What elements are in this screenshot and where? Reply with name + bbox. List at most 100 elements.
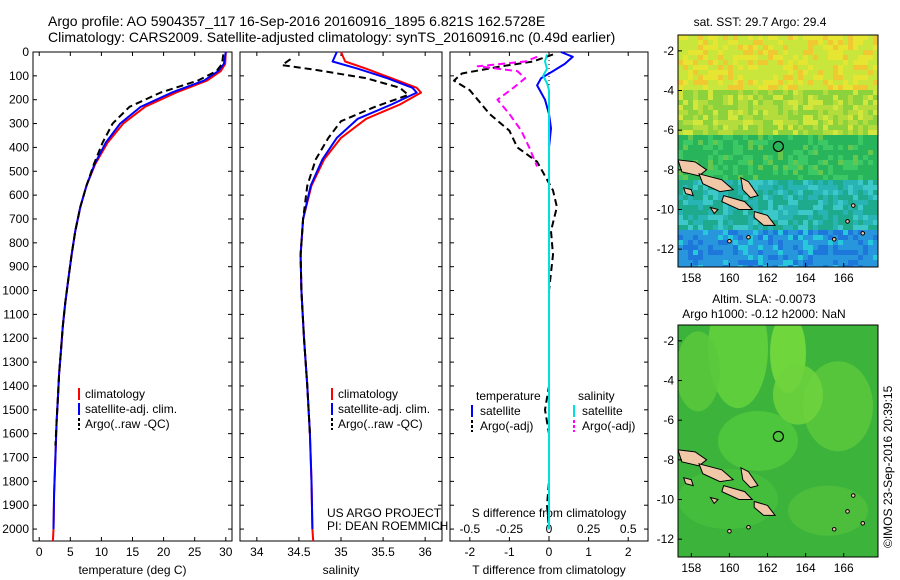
sst-cell — [823, 195, 828, 200]
sst-cell — [858, 85, 863, 90]
sst-cell — [818, 200, 823, 205]
sst-cell — [788, 105, 793, 110]
sst-cell — [803, 240, 808, 245]
sst-cell — [778, 85, 783, 90]
annotation: US ARGO PROJECT — [327, 506, 442, 520]
sst-cell — [758, 245, 763, 250]
sst-cell — [743, 130, 748, 135]
sst-cell — [853, 95, 858, 100]
sst-cell — [738, 255, 743, 260]
sst-cell — [793, 45, 798, 50]
sst-cell — [698, 150, 703, 155]
map-frame — [677, 324, 879, 558]
s-tick-label: -0.25 — [496, 522, 524, 536]
sst-cell — [738, 65, 743, 70]
sst-cell — [768, 180, 773, 185]
sst-cell — [828, 195, 833, 200]
sst-cell — [748, 45, 753, 50]
sst-cell — [833, 155, 838, 160]
sst-cell — [863, 85, 868, 90]
sst-cell — [723, 210, 728, 215]
sst-cell — [843, 255, 848, 260]
sst-cell — [703, 170, 708, 175]
sst-cell — [758, 255, 763, 260]
sst-cell — [718, 60, 723, 65]
sst-cell — [683, 60, 688, 65]
sst-cell — [873, 115, 878, 120]
island — [709, 206, 719, 215]
sst-cell — [858, 65, 863, 70]
sst-cell — [723, 65, 728, 70]
sst-cell — [708, 215, 713, 220]
sst-cell — [763, 230, 768, 235]
sst-cell — [703, 260, 708, 265]
sst-cell — [848, 105, 853, 110]
sst-cell — [713, 240, 718, 245]
sst-cell — [848, 230, 853, 235]
sst-cell — [708, 125, 713, 130]
sst-cell — [768, 135, 773, 140]
y-tick-label: 1100 — [3, 307, 29, 321]
sst-cell — [838, 70, 843, 75]
sst-cell — [783, 180, 788, 185]
sst-cell — [848, 70, 853, 75]
legend-entry: Argo(..raw -QC) — [85, 417, 170, 431]
sst-cell — [763, 240, 768, 245]
sst-cell — [843, 250, 848, 255]
sst-cell — [768, 75, 773, 80]
sst-cell — [828, 150, 833, 155]
sst-cell — [778, 250, 783, 255]
sst-cell — [738, 180, 743, 185]
sst-cell — [818, 205, 823, 210]
sst-cell — [693, 145, 698, 150]
sst-cell — [698, 230, 703, 235]
sst-cell — [763, 170, 768, 175]
sst-cell — [688, 180, 693, 185]
sst-cell — [798, 175, 803, 180]
sst-cell — [728, 245, 733, 250]
sst-cell — [748, 170, 753, 175]
sst-cell — [698, 265, 703, 267]
sst-cell — [778, 230, 783, 235]
sst-cell — [848, 210, 853, 215]
sst-cell — [688, 265, 693, 267]
sst-cell — [788, 205, 793, 210]
sst-cell — [798, 210, 803, 215]
sst-cell — [763, 60, 768, 65]
sst-cell — [758, 185, 763, 190]
sst-cell — [693, 185, 698, 190]
sst-cell — [703, 105, 708, 110]
sst-cell — [863, 70, 868, 75]
sst-cell — [853, 180, 858, 185]
sst-cell — [868, 265, 873, 267]
sst-cell — [683, 205, 688, 210]
sst-cell — [763, 80, 768, 85]
sst-cell — [713, 105, 718, 110]
sst-cell — [793, 130, 798, 135]
sst-cell — [798, 150, 803, 155]
sst-cell — [818, 135, 823, 140]
plot-frame — [32, 51, 233, 542]
sst-cell — [838, 105, 843, 110]
sst-cell — [843, 185, 848, 190]
sst-cell — [743, 165, 748, 170]
annotation: PI: DEAN ROEMMICH — [327, 519, 448, 533]
sst-cell — [678, 255, 683, 260]
sst-cell — [853, 85, 858, 90]
sst-cell — [838, 115, 843, 120]
sst-cell — [678, 125, 683, 130]
sst-cell — [753, 185, 758, 190]
sst-cell — [743, 55, 748, 60]
sst-cell — [858, 145, 863, 150]
sst-cell — [748, 80, 753, 85]
sst-cell — [798, 160, 803, 165]
sst-cell — [868, 215, 873, 220]
sst-cell — [693, 115, 698, 120]
sst-cell — [873, 50, 878, 55]
sst-cell — [763, 65, 768, 70]
sst-cell — [693, 155, 698, 160]
sst-cell — [708, 115, 713, 120]
sst-cell — [693, 230, 698, 235]
sst-cell — [798, 115, 803, 120]
sst-cell — [683, 40, 688, 45]
